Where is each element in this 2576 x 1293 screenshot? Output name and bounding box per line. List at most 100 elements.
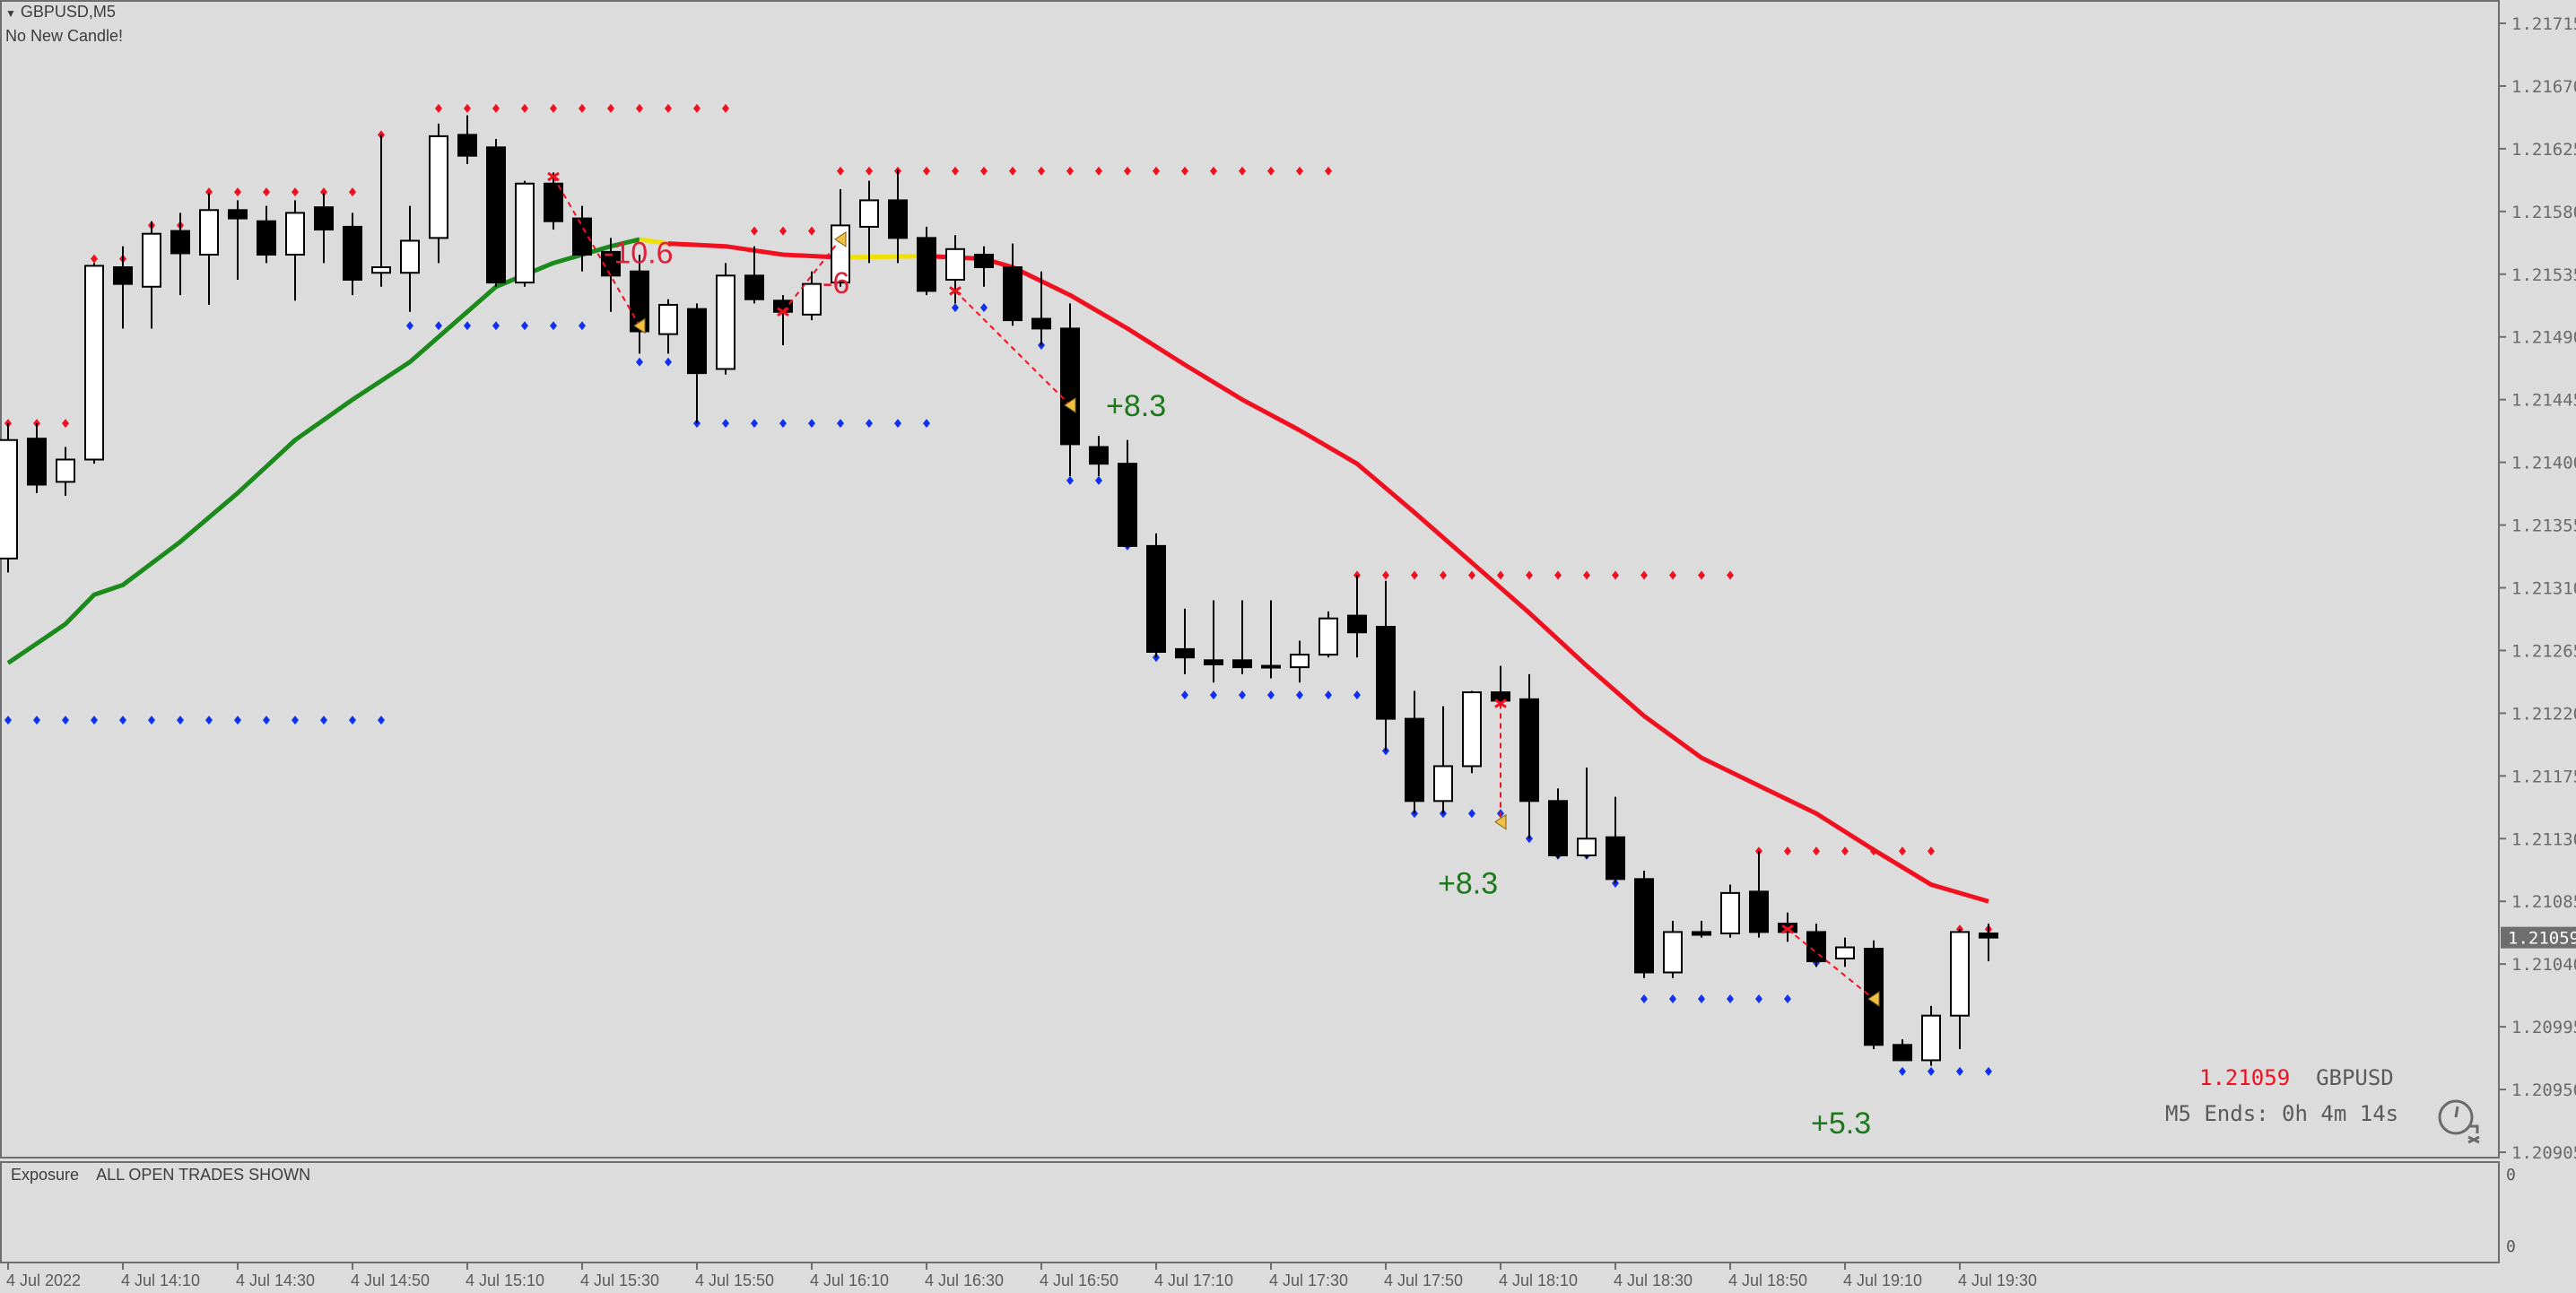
info-symbol: GBPUSD (2316, 1065, 2394, 1090)
candle-body (0, 438, 18, 560)
candle-body (1060, 327, 1080, 446)
x-tick-label: 4 Jul 17:30 (1269, 1271, 1348, 1289)
trade-line (1787, 928, 1875, 1000)
support-dot (779, 419, 787, 429)
x-tick-label: 4 Jul 18:10 (1499, 1271, 1578, 1289)
support-dot (148, 716, 155, 725)
candle (917, 226, 936, 296)
resistance-dot (1727, 570, 1734, 580)
support-dot (4, 716, 12, 725)
candle (1261, 600, 1281, 679)
support-dot (205, 716, 213, 725)
x-tick-label: 4 Jul 18:30 (1614, 1271, 1693, 1289)
support-dot (665, 357, 672, 367)
x-tick-label: 4 Jul 14:50 (351, 1271, 430, 1289)
trade-result-label: +5.3 (1811, 1106, 1871, 1141)
candle-body (1318, 617, 1338, 656)
y-tick-label: 1.20905 (2511, 1143, 2576, 1163)
y-tick-label: 1.21490 (2511, 328, 2576, 348)
resistance-dot (837, 166, 844, 176)
resistance-dot (435, 103, 442, 113)
candle (142, 221, 161, 329)
support-dot (1325, 690, 1332, 700)
y-tick-label: 1.21580 (2511, 203, 2576, 222)
resistance-dot (607, 103, 614, 113)
resistance-dot (1698, 570, 1705, 580)
y-tick-label: 1.21715 (2511, 14, 2576, 34)
candle-body (544, 182, 563, 222)
candle (257, 205, 276, 264)
candle (56, 447, 75, 496)
candle (0, 423, 18, 573)
x-tick-label: 4 Jul 17:50 (1384, 1271, 1463, 1289)
candle (1462, 690, 1482, 774)
candle (515, 180, 535, 287)
x-tick-label: 4 Jul 16:50 (1040, 1271, 1118, 1289)
candle-body (170, 230, 190, 255)
support-dot (1928, 1066, 1935, 1076)
resistance-dot (923, 166, 930, 176)
x-tick-label: 4 Jul 15:30 (580, 1271, 659, 1289)
candle (27, 423, 47, 493)
x-tick-label: 4 Jul 19:30 (1958, 1271, 2037, 1289)
support-dot (1956, 1066, 1963, 1076)
candle (1577, 768, 1597, 859)
support-dot (1727, 994, 1734, 1004)
support-dot (1095, 475, 1102, 485)
candle (1950, 929, 1970, 1049)
candle-status: No New Candle! (5, 27, 124, 45)
candle-body (84, 265, 104, 461)
resistance-dot (1095, 166, 1102, 176)
candle-body (1893, 1044, 1912, 1062)
candle (859, 180, 879, 264)
support-dot (952, 303, 959, 313)
y-tick-label: 1.21310 (2511, 579, 2576, 599)
candle-body (285, 212, 305, 256)
candle-body (744, 274, 764, 300)
candle-body (1749, 890, 1769, 933)
trade-close-arrow-icon (834, 230, 847, 247)
candle (1491, 665, 1510, 707)
y-tick-label: 1.21085 (2511, 892, 2576, 912)
support-dot (1468, 809, 1475, 819)
candle (1060, 303, 1080, 477)
support-dot (464, 321, 471, 331)
support-dot (980, 303, 988, 313)
candle (1031, 271, 1051, 346)
support-dot (636, 357, 643, 367)
dropdown-triangle-icon[interactable]: ▼ (5, 7, 16, 20)
candle-body (917, 237, 936, 292)
resistance-dot (1612, 570, 1619, 580)
support-dot (263, 716, 270, 725)
support-dot (1755, 994, 1762, 1004)
candle (1146, 533, 1166, 658)
support-dot (1640, 994, 1648, 1004)
resistance-dot (751, 226, 758, 236)
candle-body (1376, 626, 1396, 720)
candle-body (1577, 837, 1597, 856)
candle-body (113, 266, 133, 285)
resistance-dot (952, 166, 959, 176)
candle-body (1146, 544, 1166, 653)
resistance-dot (980, 166, 988, 176)
candle (113, 246, 133, 329)
y-tick-label: 1.21625 (2511, 140, 2576, 160)
support-dot (91, 716, 98, 725)
support-dot (808, 419, 815, 429)
candle-body (1261, 664, 1281, 669)
candle-countdown: M5 Ends: 0h 4m 14s (2165, 1101, 2399, 1126)
resistance-dot (866, 166, 873, 176)
candle (1204, 600, 1223, 683)
trade-result-label: +8.3 (1438, 867, 1498, 901)
trade-open-marker (1781, 924, 1794, 934)
resistance-dot (1382, 570, 1389, 580)
resistance-dot (263, 187, 270, 197)
candle (1376, 580, 1396, 751)
current-price-label: 1.21059 (2508, 929, 2576, 949)
candle (429, 123, 448, 264)
resistance-dot (1296, 166, 1303, 176)
resistance-dot (1153, 166, 1160, 176)
candle (486, 139, 506, 287)
resistance-dot (320, 187, 327, 197)
